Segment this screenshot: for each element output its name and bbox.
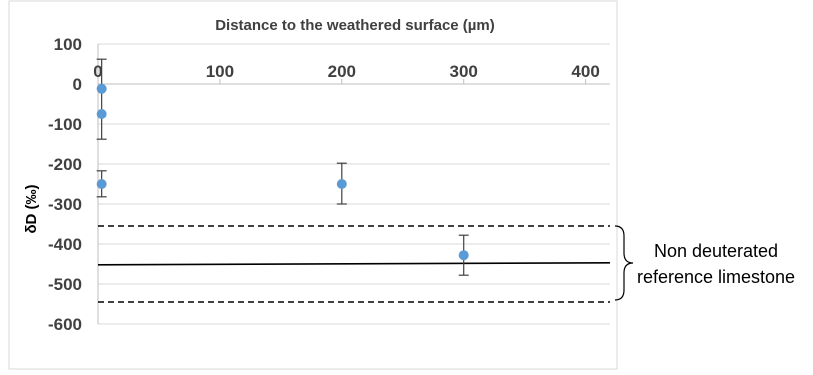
annotation-line-2: reference limestone: [637, 267, 795, 287]
chart-area-border: [8, 0, 618, 370]
x-tick-label: 300: [450, 62, 478, 81]
y-tick-label: -300: [48, 195, 82, 214]
y-tick-label: -400: [48, 235, 82, 254]
y-tick-label: -200: [48, 155, 82, 174]
data-point: [458, 250, 469, 261]
data-point: [96, 109, 107, 119]
x-tick-label: 100: [206, 62, 234, 81]
chart-title: Distance to the weathered surface (µm): [215, 17, 495, 34]
y-tick-label: -600: [48, 315, 82, 334]
error-bars: [96, 58, 469, 276]
data-point: [336, 179, 347, 189]
reference-lines: [97, 225, 611, 303]
x-tick-label: 0: [93, 62, 102, 81]
tick-labels: 100 0 -100 -200 -300 -400 -500 -600 0 100 200 300 40…: [48, 35, 600, 334]
y-tick-label: -500: [48, 275, 82, 294]
y-tick-label: -100: [48, 115, 82, 134]
data-point: [96, 179, 107, 189]
y-tick-label: 0: [73, 75, 82, 94]
data-point: [96, 83, 107, 94]
x-tick-label: 400: [571, 62, 599, 81]
y-tick-label: 100: [54, 35, 82, 54]
x-tick-label: 200: [328, 62, 356, 81]
annotation-bracket: [614, 225, 634, 301]
data-points: [96, 83, 469, 261]
annotation-line-1: Non deuterated: [654, 241, 778, 261]
reference-line-mean: [97, 261, 611, 266]
y-axis-label: δD (‰): [23, 184, 40, 233]
